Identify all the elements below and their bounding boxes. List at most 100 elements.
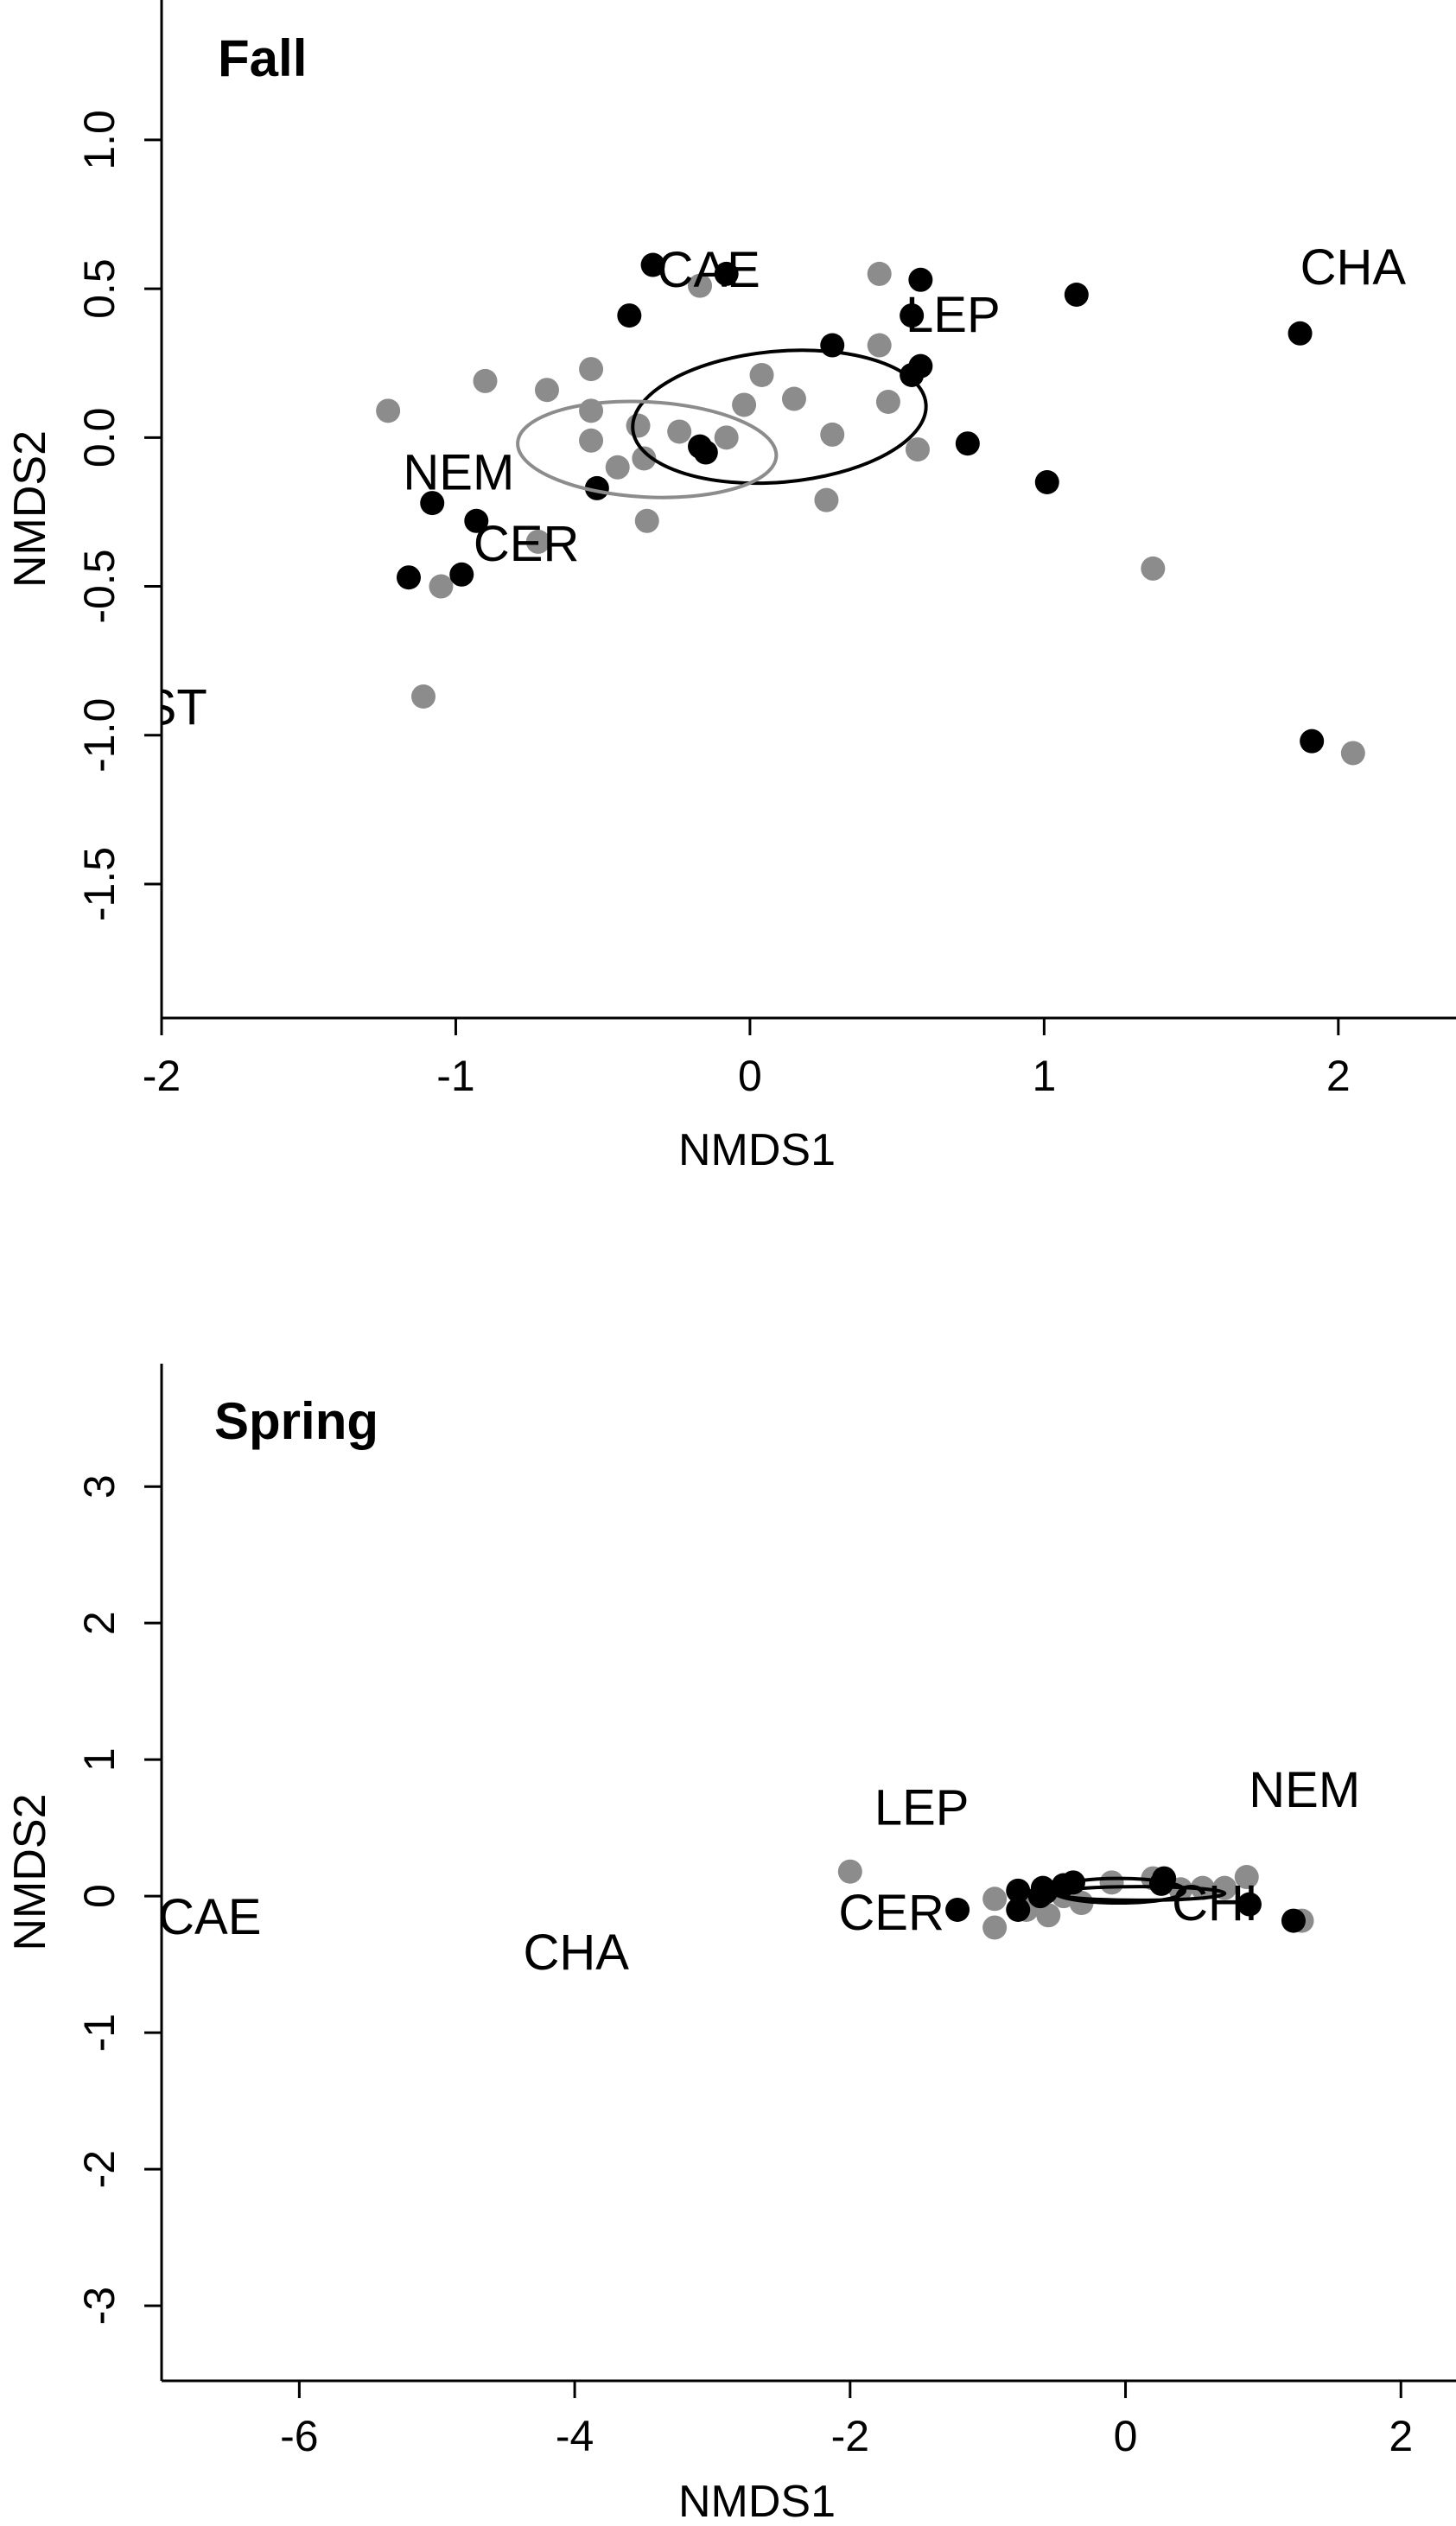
data-point-gray — [982, 1915, 1008, 1940]
data-point-black — [640, 252, 665, 277]
x-tick-label: 1 — [1032, 1052, 1056, 1100]
data-point-black — [449, 562, 474, 587]
data-point-gray — [820, 422, 845, 447]
species-label: NEM — [403, 444, 514, 500]
data-point-gray — [411, 684, 436, 709]
data-point-gray — [732, 392, 757, 417]
spring-panel: -6 -4 -2 0 2 -3 -2 -1 0 1 2 3 NMDS1 NMDS2 LEP NEM CAE CHA… — [5, 1364, 1456, 2526]
data-point-gray — [667, 419, 692, 444]
data-point-black — [1064, 283, 1089, 307]
data-point-black — [396, 565, 421, 590]
y-axis-title: NMDS2 — [5, 1793, 55, 1950]
species-label: CAE — [158, 1889, 261, 1945]
data-point-gray — [579, 428, 604, 453]
confidence-ellipse — [1051, 1876, 1187, 1906]
data-point-black — [464, 508, 489, 533]
data-point-gray — [867, 261, 892, 286]
data-point-gray — [626, 413, 651, 438]
x-tick-label: 0 — [738, 1052, 762, 1100]
plot-area: LEP NEM CAE CHA CER CHI — [158, 1762, 1360, 1981]
data-point-black — [900, 363, 925, 387]
y-tick-label: 1 — [75, 1747, 124, 1772]
species-label: CHI — [1172, 1875, 1258, 1931]
x-axis-title: NMDS1 — [678, 1125, 836, 1175]
data-point-black — [420, 491, 445, 516]
data-point-gray — [1234, 1865, 1259, 1890]
data-point-gray — [875, 390, 900, 414]
y-tick-label: 3 — [75, 1474, 124, 1498]
data-point-gray — [982, 1887, 1008, 1912]
species-label: CER — [474, 516, 579, 572]
data-point-gray — [632, 446, 657, 471]
y-tick-label: -2 — [75, 2150, 124, 2188]
data-point-black — [714, 261, 739, 286]
confidence-ellipse — [1052, 1885, 1227, 1902]
data-point-gray — [867, 333, 892, 358]
data-point-gray — [688, 273, 713, 298]
y-tick-label: -0.5 — [75, 549, 124, 623]
data-point-black — [1006, 1897, 1031, 1922]
x-tick-label: -2 — [143, 1052, 181, 1100]
y-tick-label: 0.0 — [75, 408, 124, 468]
species-label: CAE — [658, 242, 760, 298]
data-point-gray — [605, 455, 630, 480]
species-label: CHA — [1300, 239, 1407, 296]
x-tick-label: -1 — [436, 1052, 474, 1100]
data-point-gray — [473, 368, 498, 393]
y-tick-label: 0 — [75, 1884, 124, 1908]
data-point-gray — [814, 487, 839, 512]
x-tick-label: -4 — [556, 2412, 594, 2460]
species-label: LEP — [874, 1780, 970, 1836]
data-point-gray — [429, 574, 454, 599]
data-point-gray — [905, 437, 930, 462]
y-tick-label: -3 — [75, 2287, 124, 2325]
y-tick-label: -1.5 — [75, 847, 124, 921]
data-point-gray — [634, 508, 659, 533]
data-point-black — [945, 1897, 970, 1922]
data-point-gray — [749, 363, 774, 387]
data-point-gray — [1099, 1870, 1124, 1895]
data-point-gray — [534, 378, 559, 403]
data-point-gray — [579, 357, 604, 382]
data-point-gray — [837, 1859, 862, 1884]
data-point-black — [1281, 1908, 1306, 1933]
data-point-black — [908, 267, 933, 292]
data-point-black — [1237, 1892, 1262, 1917]
data-point-black — [955, 431, 980, 456]
x-tick-label: 0 — [1114, 2412, 1138, 2460]
data-point-gray — [714, 425, 739, 450]
y-tick-label: 2 — [75, 1611, 124, 1635]
data-point-black — [1034, 470, 1059, 494]
y-tick-label: -1.0 — [75, 698, 124, 773]
y-tick-label: 1.0 — [75, 110, 124, 170]
panel-title: Spring — [214, 1392, 378, 1450]
species-label: NEM — [1249, 1762, 1360, 1818]
x-tick-label: 2 — [1389, 2412, 1413, 2460]
species-label: CHA — [523, 1925, 629, 1981]
x-tick-label: -6 — [280, 2412, 318, 2460]
panel-title: Fall — [218, 29, 307, 87]
data-point-gray — [781, 386, 806, 411]
species-label: OST — [105, 680, 207, 736]
data-point-gray — [1212, 1875, 1237, 1900]
data-point-black — [1288, 321, 1313, 346]
confidence-ellipse — [631, 348, 928, 486]
confidence-ellipse — [516, 399, 779, 499]
data-point-black — [1300, 729, 1325, 754]
data-point-gray — [1340, 741, 1365, 766]
y-tick-label: 0.5 — [75, 258, 124, 319]
data-point-gray — [1141, 556, 1166, 581]
data-point-black — [1006, 1878, 1031, 1903]
data-point-black — [900, 303, 925, 328]
data-point-black — [1033, 1880, 1059, 1905]
species-label: LEP — [906, 287, 1001, 343]
y-tick-label: -1 — [75, 2014, 124, 2052]
x-tick-label: -2 — [831, 2412, 869, 2460]
fall-panel: -2 -1 0 1 2 -1.5 -1.0 -0.5 0.0 0.5 1.0 NMDS1 NMDS2 CA… — [5, 0, 1456, 1175]
data-point-gray — [525, 529, 550, 554]
species-label: CER — [838, 1885, 944, 1941]
plot-area: CAE CHA LEP NEM CER OST — [105, 239, 1407, 766]
data-point-gray — [1036, 1903, 1061, 1928]
data-point-black — [693, 440, 718, 465]
